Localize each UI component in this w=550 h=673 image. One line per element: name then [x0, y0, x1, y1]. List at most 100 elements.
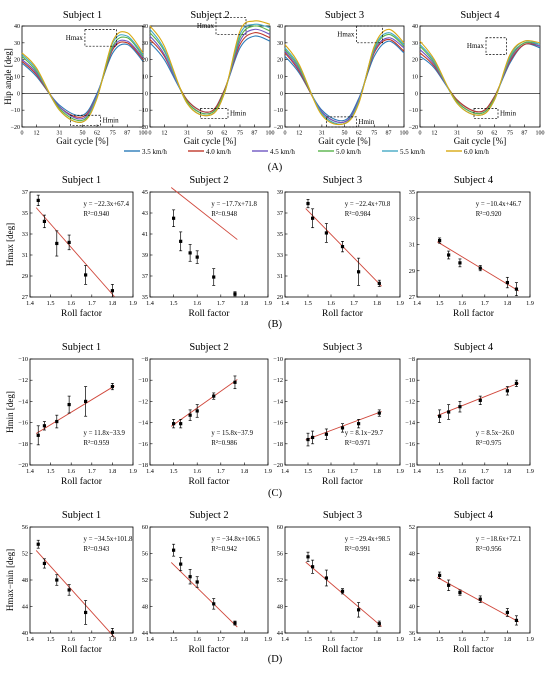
data-point — [377, 411, 381, 415]
hmin-region — [326, 116, 357, 128]
y-tick-label: 33 — [22, 231, 28, 238]
data-point — [306, 555, 310, 559]
y-axis-label: Hmax [deg] — [5, 223, 15, 266]
fit-equation: y = −34.8x+106.5 — [211, 536, 260, 543]
x-tick-label: 1.5 — [436, 636, 444, 643]
x-tick-label: 50 — [207, 131, 213, 137]
y-tick-label: 29 — [409, 268, 415, 275]
fit-equation: y = −22.4x+70.8 — [345, 201, 391, 208]
y-tick-label: 30 — [142, 41, 148, 47]
series-line — [419, 43, 541, 113]
series-line — [149, 32, 271, 113]
subplot-title: Subject 1 — [62, 175, 101, 186]
fit-equation: y = −29.4x+98.5 — [345, 536, 391, 543]
fit-equation: y = −22.3x+67.4 — [84, 201, 130, 208]
y-tick-label: −18 — [138, 462, 148, 469]
y-axis-label: Hmin [deg] — [5, 391, 15, 433]
fit-equation: y = −18.6x+72.1 — [476, 536, 521, 543]
y-tick-label: 33 — [409, 215, 415, 222]
y-tick-label: −18 — [273, 441, 283, 448]
data-point — [357, 270, 361, 274]
x-tick-label: 75 — [237, 131, 243, 137]
x-tick-label: 1.6 — [458, 300, 466, 307]
y-tick-label: 35 — [277, 231, 283, 238]
fit-line — [437, 241, 519, 292]
x-tick-label: 1.4 — [413, 300, 422, 307]
hmax-region — [84, 29, 117, 47]
x-tick-label: 87 — [124, 131, 130, 137]
data-point — [67, 240, 71, 244]
series-line — [21, 39, 144, 120]
x-tick-label: 1.7 — [350, 300, 358, 307]
series-line — [419, 40, 541, 116]
series-line — [284, 40, 405, 122]
scatter-subplot: Subject 1 1.4 1.5 1.6 1.7 1.8 1.9 40 44 48 52 56 y =… — [22, 510, 137, 655]
data-point — [438, 573, 442, 577]
y-tick-label: 29 — [277, 294, 283, 301]
y-tick-label: 35 — [22, 210, 28, 217]
y-tick-label: 27 — [409, 294, 415, 301]
x-tick-label: 50 — [342, 131, 348, 137]
y-tick-label: 40 — [412, 24, 418, 30]
subplot-title: Subject 1 — [62, 342, 101, 353]
y-tick-label: 31 — [277, 273, 283, 280]
data-point — [188, 575, 192, 579]
x-tick-label: 62 — [491, 131, 497, 137]
data-point — [84, 273, 88, 277]
data-point — [172, 548, 176, 552]
y-tick-label: 37 — [142, 273, 148, 280]
data-point — [514, 287, 519, 291]
y-tick-label: 44 — [409, 577, 416, 584]
x-tick-label: 1.4 — [281, 468, 290, 475]
data-point — [458, 590, 462, 595]
plot-frame — [29, 358, 134, 466]
plot-frame — [284, 191, 401, 298]
x-axis-label: Roll factor — [453, 644, 495, 655]
x-tick-label: 1.4 — [146, 300, 155, 307]
series-line — [21, 31, 144, 123]
data-point — [478, 597, 482, 601]
x-tick-label: 1.5 — [47, 468, 55, 475]
y-tick-label: −16 — [18, 420, 28, 427]
panel-label: (B) — [268, 319, 283, 330]
y-tick-label: 10 — [412, 75, 418, 81]
x-axis-label: Roll factor — [189, 308, 231, 319]
x-axis-label: Roll factor — [61, 308, 103, 319]
x-axis-label: Gait cycle [%] — [454, 136, 506, 146]
x-tick-label: 1.6 — [67, 468, 75, 475]
legend-item: 4.5 km/h — [252, 148, 295, 156]
data-point — [447, 253, 451, 257]
data-point — [195, 255, 199, 259]
x-tick-label: 1.7 — [88, 468, 96, 475]
y-tick-label: −8 — [408, 356, 415, 363]
fit-r-squared: R²=0.920 — [476, 211, 502, 218]
y-tick-label: 27 — [22, 294, 28, 301]
data-point — [357, 608, 361, 612]
y-tick-label: 30 — [277, 41, 283, 47]
x-tick-label: 1.9 — [396, 468, 404, 475]
fit-equation: y = 15.8x−37.9 — [211, 430, 253, 437]
x-tick-label: 100 — [139, 131, 148, 137]
x-tick-label: 1.9 — [396, 300, 404, 307]
y-tick-label: −14 — [138, 420, 149, 427]
x-axis-label: Roll factor — [322, 476, 364, 487]
fit-r-squared: R²=0.942 — [211, 546, 237, 553]
hip-angle-subplot: Subject 3 0 12 31 50 62 75 87 100 −20 −10 0 10 20 30 40… — [274, 10, 409, 146]
x-tick-label: 1.6 — [193, 300, 201, 307]
x-tick-label: 1.9 — [129, 636, 137, 643]
legend-item: 3.5 km/h — [124, 148, 167, 156]
y-tick-label: 56 — [142, 551, 148, 558]
y-tick-label: −14 — [273, 398, 284, 405]
y-axis-label: Hmax−min [deg] — [5, 549, 15, 611]
y-tick-label: −10 — [409, 108, 418, 114]
data-point — [514, 618, 519, 623]
scatter-subplot: Subject 4 1.4 1.5 1.6 1.7 1.8 1.9 −18 −16 −14 −12 −… — [405, 342, 534, 487]
data-point — [514, 381, 519, 385]
x-tick-label: 1.7 — [217, 468, 225, 475]
x-axis-label: Roll factor — [322, 308, 364, 319]
data-point — [84, 610, 88, 615]
legend-label: 3.5 km/h — [142, 148, 167, 156]
x-axis-label: Roll factor — [453, 476, 495, 487]
y-tick-label: −20 — [139, 125, 148, 131]
